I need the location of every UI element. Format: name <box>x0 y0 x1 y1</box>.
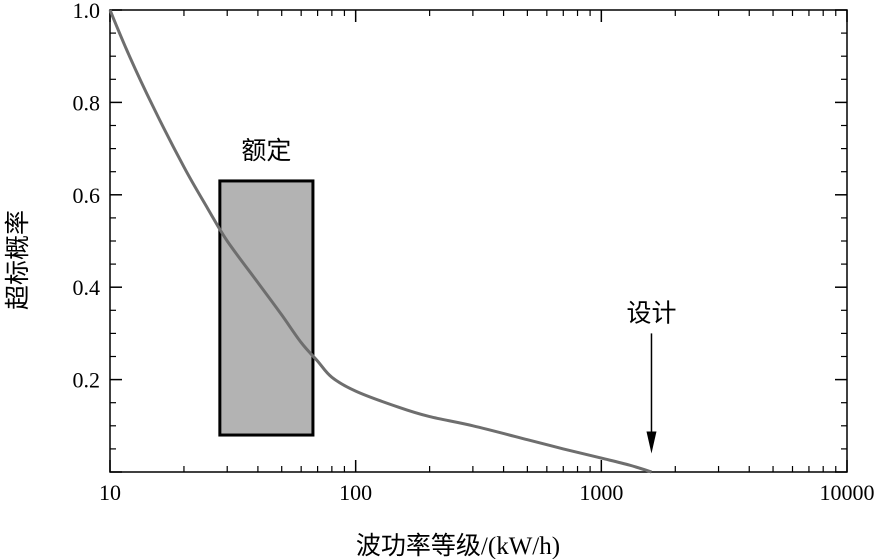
design-label: 设计 <box>626 299 676 327</box>
curve-point <box>152 106 154 108</box>
y-tick-label: 0.2 <box>73 368 101 393</box>
curve-point <box>600 457 602 459</box>
curve-point <box>628 464 630 466</box>
y-tick-label: 0.6 <box>73 183 101 208</box>
curve-point <box>562 448 564 450</box>
x-tick-label: 10 <box>99 480 121 505</box>
curve-point <box>472 425 474 427</box>
curve-point <box>354 390 356 392</box>
minor-ticks <box>110 10 847 472</box>
curve-point <box>226 240 228 242</box>
curve-point <box>316 360 318 362</box>
curve-point <box>207 207 209 209</box>
y-tick-label: 1.0 <box>73 0 101 23</box>
x-tick-label: 100 <box>339 480 372 505</box>
major-ticks <box>109 9 848 473</box>
rated-range-box <box>218 179 315 437</box>
curve-points <box>109 9 653 473</box>
curve-point <box>398 406 400 408</box>
curve-point <box>109 9 111 11</box>
x-tick-label: 10000 <box>820 480 875 505</box>
y-axis-title: 超标概率 <box>4 210 32 310</box>
exceedance-curve-line <box>108 9 652 474</box>
curve-point <box>300 341 302 343</box>
curve-point <box>281 314 283 316</box>
curve-point <box>183 166 185 168</box>
x-tick-labels: 10 100 1000 10000 <box>99 480 875 505</box>
y-tick-labels: 0.2 0.4 0.6 0.8 1.0 <box>73 0 101 393</box>
curve-point <box>650 471 652 473</box>
x-tick-label: 1000 <box>579 480 623 505</box>
y-tick-label: 0.8 <box>73 90 101 115</box>
x-axis-title: 波功率等级/(kW/h) <box>356 532 560 559</box>
curve-point <box>128 55 130 57</box>
curve-point <box>526 438 528 440</box>
curve-point <box>257 281 259 283</box>
design-arrow-head <box>646 431 657 454</box>
y-tick-label: 0.4 <box>73 275 101 300</box>
curve-point <box>331 376 333 378</box>
curve-point <box>428 415 430 417</box>
rated-label: 额定 <box>241 137 291 165</box>
